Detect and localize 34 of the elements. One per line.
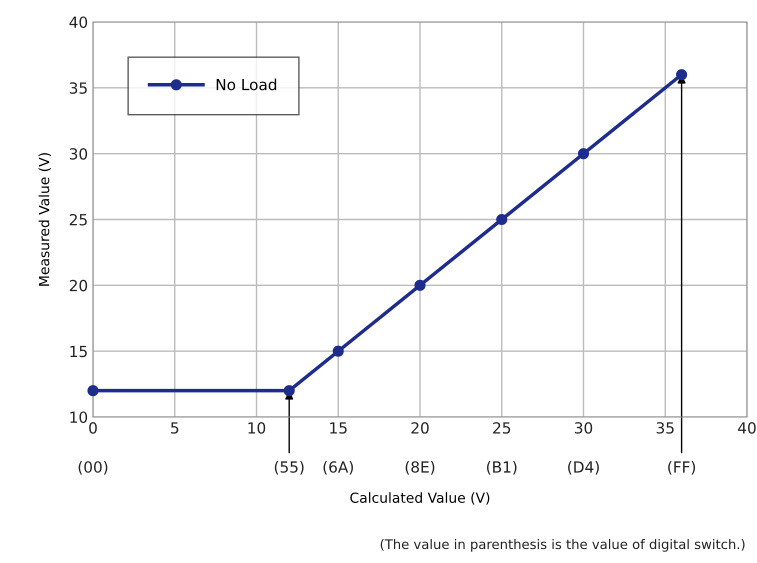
text: (6A) bbox=[324, 460, 353, 475]
x-tick-label: 20 bbox=[411, 422, 429, 434]
y-tick-label: 35 bbox=[70, 82, 87, 94]
text: (00) bbox=[78, 460, 108, 475]
x-tick-label: 0 bbox=[89, 422, 97, 434]
point bbox=[87, 385, 99, 396]
y-tick-label: 10 bbox=[70, 411, 88, 424]
point bbox=[414, 280, 426, 291]
point bbox=[496, 214, 508, 226]
text: (The value in parenthesis is the value of digital switch.) bbox=[380, 538, 745, 552]
annotation: (FF) bbox=[668, 460, 696, 475]
y-tick-label: 30 bbox=[70, 148, 88, 160]
y-tick-label: 15 bbox=[70, 346, 87, 358]
x-tick-label: 10 bbox=[248, 422, 266, 434]
point bbox=[676, 69, 688, 80]
x-tick-label: 5 bbox=[171, 422, 178, 434]
text: (8E) bbox=[406, 460, 434, 475]
point bbox=[578, 148, 590, 160]
point bbox=[332, 346, 344, 357]
annotation: (55) bbox=[274, 460, 304, 475]
text: (B1) bbox=[487, 460, 516, 475]
y-tick-label: 20 bbox=[70, 280, 88, 292]
text: (D4) bbox=[568, 460, 599, 475]
x-tick-label: 40 bbox=[738, 422, 756, 434]
x-tick-label: 25 bbox=[493, 422, 510, 434]
point bbox=[284, 385, 295, 396]
x-tick-label: 15 bbox=[330, 422, 347, 434]
x-tick-label: 30 bbox=[574, 422, 592, 434]
legend-label: No Load bbox=[216, 78, 276, 90]
y-axis-title: Measured Value (V) bbox=[38, 153, 51, 286]
x-tick-label: 35 bbox=[656, 422, 674, 434]
y-tick-label: 40 bbox=[69, 16, 88, 28]
y-tick-label: 25 bbox=[70, 214, 87, 226]
x-axis-title: Calculated Value (V) bbox=[350, 492, 490, 505]
